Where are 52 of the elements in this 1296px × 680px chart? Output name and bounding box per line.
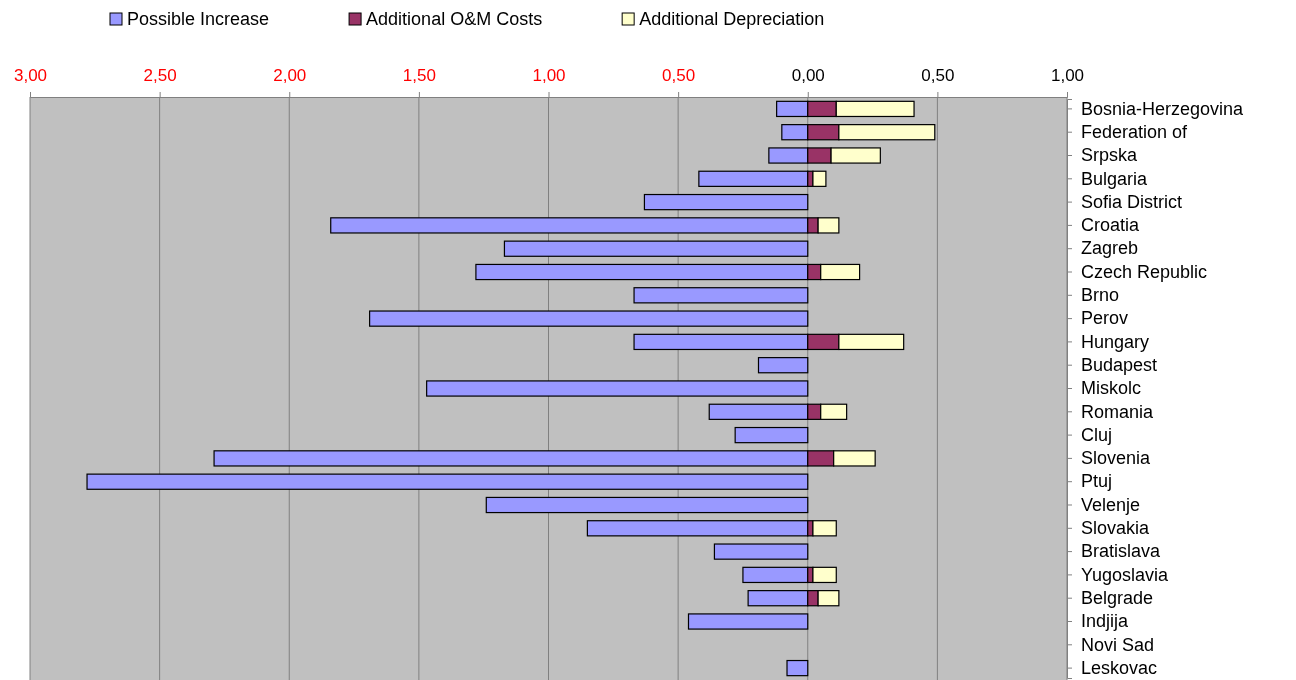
legend-label: Additional O&M Costs <box>366 9 543 29</box>
y-tick-label: Hungary <box>1081 331 1150 352</box>
y-tick-label: Indjija <box>1081 611 1130 632</box>
bar <box>86 473 809 490</box>
y-tick-label: Budapest <box>1081 354 1158 375</box>
y-tick-label: Zagreb <box>1081 238 1139 259</box>
bar <box>586 520 809 537</box>
y-tick-label: Miskolc <box>1081 378 1142 399</box>
bar <box>643 193 809 211</box>
y-tick-label: Leskovac <box>1081 657 1158 678</box>
y-tick-label: Slovakia <box>1081 518 1151 539</box>
y-tick-label: Srpska <box>1081 145 1139 166</box>
x-tick-label: 0,50 <box>921 65 955 85</box>
x-tick-label: 1,00 <box>532 65 566 85</box>
y-tick-label: Yugoslavia <box>1081 564 1170 585</box>
bar <box>734 426 809 444</box>
bar <box>698 170 809 187</box>
y-tick-label: Romania <box>1081 401 1155 422</box>
x-tick-label: 0,00 <box>791 65 825 85</box>
x-tick-label: 3,00 <box>13 65 48 85</box>
y-tick-label: Sofia District <box>1081 191 1183 212</box>
legend-label: Additional Depreciation <box>639 9 825 29</box>
y-tick-label: Bratislava <box>1081 541 1162 562</box>
x-tick-label: 1,50 <box>402 65 436 85</box>
x-tick-label: 2,50 <box>143 65 177 85</box>
bar <box>503 240 809 257</box>
y-tick-label: Cluj <box>1081 424 1113 445</box>
bar <box>786 659 809 677</box>
bar <box>369 310 809 327</box>
y-tick-label: Perov <box>1081 308 1129 329</box>
legend-label: Possible Increase <box>127 9 270 29</box>
x-tick-label: 1,00 <box>1050 65 1085 85</box>
bar <box>426 380 809 397</box>
y-tick-label: Slovenia <box>1081 448 1152 469</box>
y-tick-label: Velenje <box>1081 494 1141 515</box>
x-tick-label: 0,50 <box>662 65 696 85</box>
y-tick-label: Czech Republic <box>1081 261 1208 282</box>
bar <box>742 566 809 584</box>
y-tick-label: Belgrade <box>1081 587 1154 608</box>
x-tick-label: 2,00 <box>273 65 307 85</box>
y-tick-label: Croatia <box>1081 215 1141 236</box>
y-tick-label: Ptuj <box>1081 471 1113 492</box>
y-tick-label: Novi Sad <box>1081 634 1155 655</box>
bar <box>757 357 809 374</box>
bar <box>687 613 809 630</box>
y-tick-label: Bosnia-Herzegovina <box>1081 98 1245 119</box>
y-tick-label: Bulgaria <box>1081 168 1149 189</box>
bar <box>633 287 809 304</box>
bar <box>713 543 809 560</box>
y-tick-label: Federation of <box>1081 121 1189 142</box>
y-tick-label: Brno <box>1081 285 1120 306</box>
bar <box>485 496 809 514</box>
